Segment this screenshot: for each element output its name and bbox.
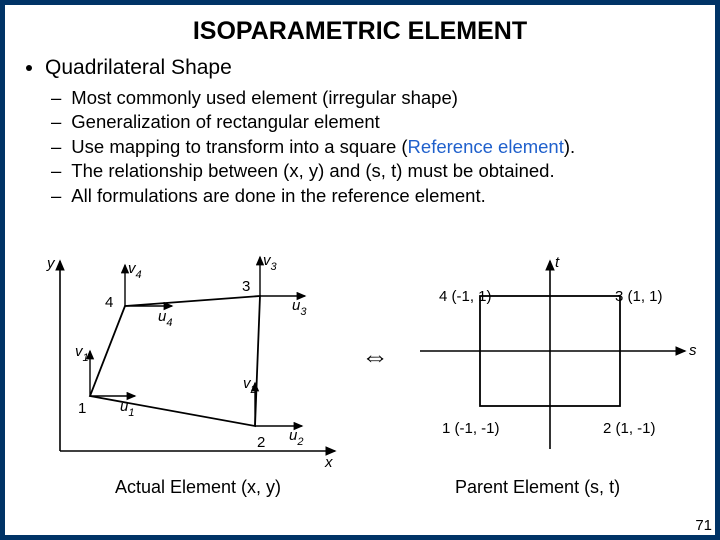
svg-text:1: 1 xyxy=(78,400,86,417)
page-number: 71 xyxy=(695,517,712,534)
actual-element-svg: y x 1 v1 u1 2 v2 u2 3 v3 u3 4 xyxy=(5,251,365,481)
bullet-2: Generalization of rectangular element xyxy=(51,110,697,134)
label-p3: 3 (1, 1) xyxy=(615,288,663,305)
parent-element-svg: t s 1 (-1, -1) 2 (1, -1) 3 (1, 1) 4 (-1,… xyxy=(405,251,720,481)
svg-text:4: 4 xyxy=(105,294,113,311)
label-s: s xyxy=(689,342,697,359)
label-y: y xyxy=(46,255,56,272)
bullet-4: The relationship between (x, y) and (s, … xyxy=(51,159,697,183)
bullet-5: All formulations are done in the referen… xyxy=(51,184,697,208)
figure-area: y x 1 v1 u1 2 v2 u2 3 v3 u3 4 xyxy=(5,251,720,511)
svg-text:v1: v1 xyxy=(75,343,89,364)
label-p4: 4 (-1, 1) xyxy=(439,288,492,305)
svg-text:v4: v4 xyxy=(128,260,142,281)
label-p2: 2 (1, -1) xyxy=(603,420,656,437)
label-t: t xyxy=(555,254,560,271)
main-list: Quadrilateral Shape xyxy=(45,56,697,80)
slide: ISOPARAMETRIC ELEMENT Quadrilateral Shap… xyxy=(0,0,720,540)
svg-text:v2: v2 xyxy=(243,375,257,396)
subtitle: Quadrilateral Shape xyxy=(45,56,697,80)
right-caption: Parent Element (s, t) xyxy=(455,477,620,498)
svg-text:u2: u2 xyxy=(289,427,303,448)
label-p1: 1 (-1, -1) xyxy=(442,420,500,437)
mapping-arrow: ⇔ xyxy=(361,341,387,373)
svg-text:v3: v3 xyxy=(263,252,278,273)
bullet-1: Most commonly used element (irregular sh… xyxy=(51,86,697,110)
svg-text:u4: u4 xyxy=(158,308,172,329)
label-x: x xyxy=(324,454,333,471)
svg-text:3: 3 xyxy=(242,278,250,295)
svg-text:u3: u3 xyxy=(292,297,307,318)
left-caption: Actual Element (x, y) xyxy=(115,477,281,498)
sub-list: Most commonly used element (irregular sh… xyxy=(51,86,697,208)
title: ISOPARAMETRIC ELEMENT xyxy=(23,17,697,46)
svg-text:u1: u1 xyxy=(120,398,134,419)
svg-text:2: 2 xyxy=(257,434,265,451)
bullet-3: Use mapping to transform into a square (… xyxy=(51,135,697,159)
